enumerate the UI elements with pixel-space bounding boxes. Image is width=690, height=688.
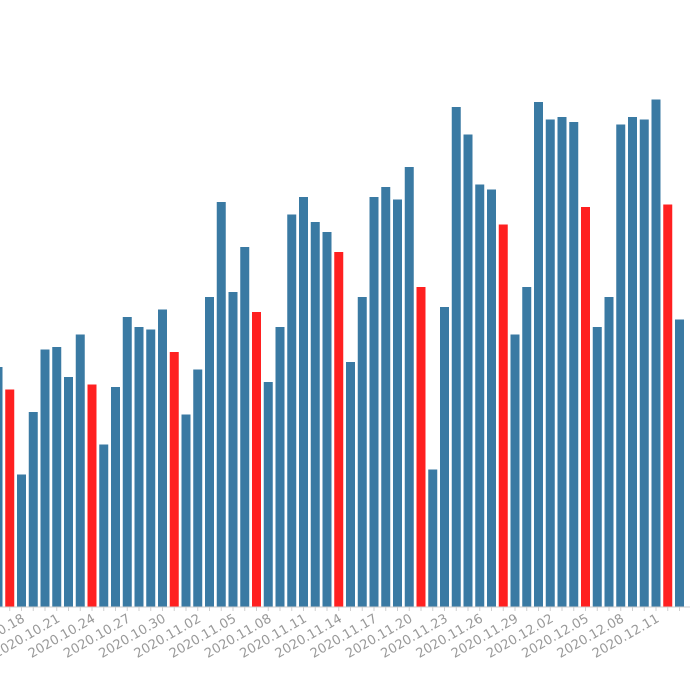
bar-2020.11.26: [475, 184, 485, 607]
bar-2020.11.13: [322, 232, 332, 607]
bar-2020.10.20: [40, 349, 50, 607]
bar-2020.12.08: [616, 124, 626, 607]
bar-2020.12.07: [604, 297, 614, 607]
bar-2020.11.23: [440, 307, 449, 607]
bar-2020.10.16: [0, 367, 3, 607]
bar-2020.11.04: [216, 202, 226, 607]
bar-2020.11.22: [428, 469, 438, 607]
bar-2020.10.29: [146, 329, 156, 607]
bar-2020.11.27: [487, 189, 496, 607]
bar-2020.11.05: [228, 292, 238, 607]
bar-2020.10.21: [52, 347, 62, 607]
x-ticks-group: [9, 607, 680, 611]
bar-2020.10.27: [122, 317, 132, 607]
bar-2020.10.19: [28, 412, 38, 607]
bar-2020.12.01: [534, 102, 543, 607]
bar-2020.12.13: [675, 319, 684, 607]
bar-2020.12.11: [651, 99, 661, 607]
bar-2020.11.29: [510, 334, 520, 607]
bar-2020.12.03: [557, 117, 567, 607]
bar-2020.11.11: [299, 197, 308, 607]
bar-2020.12.10: [639, 119, 649, 607]
bar-2020.12.09: [628, 117, 637, 607]
bar-2020.11.09: [275, 327, 285, 607]
bar-2020.11.14: [334, 252, 344, 607]
bar-2020.10.31: [169, 352, 179, 607]
bar-2020.11.19: [393, 199, 402, 607]
bar-2020.11.06: [240, 247, 250, 607]
bar-2020.12.06: [592, 327, 602, 607]
x-tick-labels-group: 2020.10.182020.10.212020.10.242020.10.27…: [0, 611, 662, 661]
bar-2020.11.17: [369, 197, 379, 607]
bar-2020.12.12: [663, 204, 673, 607]
bar-2020.10.30: [158, 309, 167, 607]
bar-2020.11.16: [357, 297, 367, 607]
bar-2020.11.24: [451, 107, 461, 607]
bar-2020.12.04: [569, 122, 579, 607]
bar-2020.11.21: [416, 287, 426, 607]
bar-2020.11.28: [498, 224, 508, 607]
bar-2020.10.18: [17, 474, 26, 607]
bar-2020.11.20: [404, 167, 414, 607]
bar-2020.11.07: [252, 312, 261, 607]
bar-2020.11.15: [346, 362, 355, 607]
bar-2020.11.10: [287, 214, 297, 607]
bar-2020.10.26: [111, 387, 120, 607]
bar-2020.11.01: [181, 414, 191, 607]
bar-2020.10.23: [75, 334, 85, 607]
bar-2020.11.03: [205, 297, 214, 607]
bar-2020.10.28: [134, 327, 144, 607]
bar-2020.10.17: [5, 389, 15, 607]
bar-2020.11.30: [522, 287, 532, 607]
bar-2020.11.25: [463, 134, 473, 607]
bar-2020.11.12: [310, 222, 320, 607]
bar-2020.11.18: [381, 187, 391, 607]
bar-2020.12.05: [581, 207, 590, 607]
bar-2020.10.25: [99, 444, 109, 607]
bar-2020.12.02: [545, 119, 555, 607]
bar-2020.11.08: [263, 382, 273, 607]
bar-2020.10.24: [87, 384, 97, 607]
bar-2020.10.22: [64, 377, 73, 607]
bar-2020.11.02: [193, 369, 203, 607]
bars-group: [0, 99, 684, 607]
